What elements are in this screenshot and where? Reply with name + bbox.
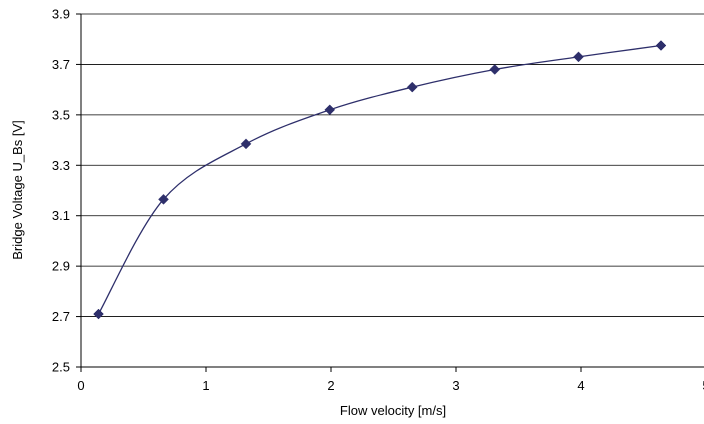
axis-layer [80, 14, 704, 368]
x-axis-title: Flow velocity [m/s] [340, 403, 446, 418]
x-tick-label-2: 2 [327, 378, 334, 393]
y-tick-label-4: 3.3 [52, 158, 70, 173]
x-tick-label-5: 5 [702, 378, 704, 393]
data-point-5 [489, 64, 501, 75]
y-tick-label-5: 3.5 [52, 107, 70, 122]
x-tick-label-1: 1 [202, 378, 209, 393]
data-point-3 [324, 104, 336, 116]
series-line-0 [97, 44, 662, 315]
y-tick-label-3: 3.1 [52, 208, 70, 223]
data-point-2 [240, 138, 252, 150]
y-tick-label-2: 2.9 [52, 259, 70, 274]
y-tick-label-0: 2.5 [52, 360, 70, 375]
data-point-4 [406, 81, 418, 93]
data-point-1 [158, 193, 169, 205]
ticks-layer: 2.5 2.7 2.9 3.1 3.3 3.5 3.7 3.9 0 1 2 3 4 5 [52, 7, 704, 394]
y-tick-label-6: 3.7 [52, 57, 70, 72]
y-tick-label-7: 3.9 [52, 7, 70, 22]
grid-layer [81, 13, 704, 317]
data-point-7 [655, 40, 667, 51]
x-tick-label-0: 0 [77, 378, 84, 393]
data-point-6 [573, 51, 584, 63]
data-point-0 [93, 308, 104, 320]
y-axis-title: Bridge Voltage U_Bs [V] [10, 120, 25, 259]
y-tick-label-1: 2.7 [52, 309, 70, 324]
x-tick-label-3: 3 [452, 378, 459, 393]
series-layer [93, 40, 667, 320]
x-tick-label-4: 4 [577, 378, 584, 393]
